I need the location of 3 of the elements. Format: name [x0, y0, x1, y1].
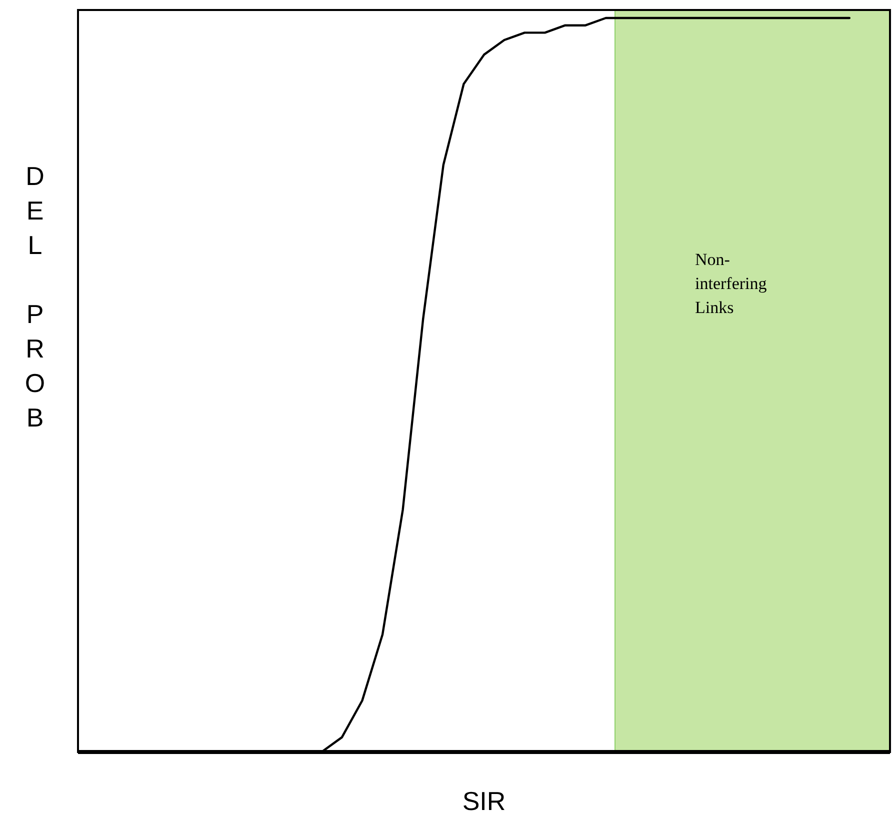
text: DEL PROB	[24, 161, 46, 432]
x-axis-title: SIR	[462, 786, 506, 816]
annotation: Non-interfering Links	[695, 250, 768, 317]
